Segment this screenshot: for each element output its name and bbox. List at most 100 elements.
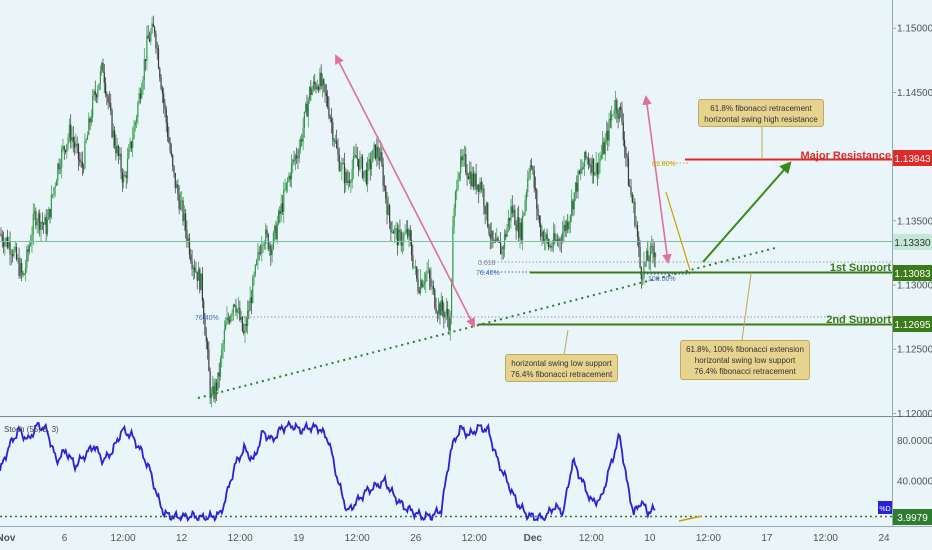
candle-body bbox=[591, 158, 593, 173]
candle-body bbox=[5, 237, 7, 242]
candle-body bbox=[496, 237, 498, 242]
candle-body bbox=[115, 145, 117, 154]
candle-body bbox=[435, 307, 437, 313]
candle-body bbox=[298, 148, 300, 159]
candle-body bbox=[152, 23, 154, 27]
candle-body bbox=[348, 180, 351, 183]
candle-body bbox=[389, 205, 391, 223]
candle-body bbox=[308, 87, 311, 101]
candle-body bbox=[30, 242, 32, 246]
candle-body bbox=[432, 286, 435, 290]
candle-body bbox=[635, 225, 637, 226]
candle-body bbox=[527, 178, 529, 193]
candle-body bbox=[259, 252, 262, 254]
stoch-axis: 80.0000 40.0000 bbox=[897, 436, 932, 488]
candle-body bbox=[627, 158, 630, 187]
candle-body bbox=[616, 100, 618, 114]
candle-body bbox=[301, 139, 303, 142]
time-axis-label: 6 bbox=[62, 533, 68, 544]
candle-body bbox=[355, 155, 357, 158]
price-axis-label: 1.14500 bbox=[897, 88, 932, 99]
candle-body bbox=[63, 146, 65, 150]
candle-body bbox=[234, 304, 236, 306]
candle-body bbox=[239, 307, 241, 320]
candle-body bbox=[177, 184, 179, 195]
candle-body bbox=[263, 243, 265, 245]
candle-body bbox=[502, 247, 504, 249]
candle-body bbox=[236, 309, 238, 313]
candle-body bbox=[141, 89, 143, 99]
candle-body bbox=[475, 173, 477, 190]
candle-body bbox=[382, 164, 384, 186]
candle-body bbox=[2, 241, 5, 247]
candle-body bbox=[188, 238, 191, 255]
candle-body bbox=[159, 68, 161, 78]
candle-body bbox=[103, 72, 105, 84]
candle-body bbox=[107, 96, 109, 103]
candle-body bbox=[95, 94, 98, 98]
candle-body bbox=[146, 35, 148, 62]
candle-body bbox=[191, 261, 193, 269]
second-support-label: 2nd Support bbox=[826, 314, 891, 326]
candle-body bbox=[284, 189, 286, 191]
candle-body bbox=[135, 117, 138, 123]
candle-body bbox=[268, 245, 271, 250]
candle-body bbox=[629, 186, 631, 187]
candle-body bbox=[374, 144, 377, 159]
candle-body bbox=[531, 165, 533, 168]
candle-body bbox=[168, 136, 170, 143]
time-axis: Nov 6 12:00 12 12:00 19 12:00 26 12:00 Dec 12:00 10… bbox=[0, 533, 890, 544]
candle-body bbox=[543, 238, 546, 243]
candle-body bbox=[599, 158, 601, 163]
candle-body bbox=[545, 234, 547, 239]
candle-body bbox=[338, 154, 340, 171]
candle-body bbox=[608, 119, 610, 141]
fib-label-618-right: 61.80% bbox=[652, 161, 676, 168]
candle-body bbox=[232, 304, 234, 313]
candle-body bbox=[618, 106, 621, 119]
candle-body bbox=[550, 245, 552, 248]
candle-body bbox=[235, 305, 237, 313]
candle-body bbox=[598, 162, 600, 175]
callout-left-connector bbox=[563, 329, 569, 356]
candle-body bbox=[256, 260, 258, 265]
callout-top: 61.8% fibonacci retracement horizontal s… bbox=[698, 99, 824, 127]
stoch-series-badge-label: %D bbox=[879, 506, 890, 513]
candle-body bbox=[280, 203, 282, 215]
candle-body bbox=[253, 274, 255, 278]
candle-body bbox=[39, 213, 41, 230]
candle-body bbox=[647, 251, 649, 261]
candle-body bbox=[542, 231, 544, 243]
candle-body bbox=[552, 233, 555, 247]
candle-body bbox=[114, 130, 116, 146]
candle-body bbox=[206, 341, 209, 350]
candle-body bbox=[22, 272, 24, 275]
candle-body bbox=[533, 170, 535, 188]
candle-body bbox=[9, 242, 11, 255]
candle-body bbox=[46, 219, 49, 234]
candle-body bbox=[221, 349, 223, 359]
candle-body bbox=[196, 271, 198, 281]
candle-body bbox=[243, 330, 245, 334]
candle-body bbox=[617, 113, 619, 119]
candle-body bbox=[197, 269, 200, 281]
candle-body bbox=[471, 173, 473, 187]
candle-body bbox=[55, 180, 58, 186]
candle-body bbox=[536, 189, 538, 209]
candle-body bbox=[631, 194, 633, 203]
candle-body bbox=[392, 231, 395, 234]
candle-body bbox=[457, 178, 459, 190]
candle-body bbox=[559, 238, 561, 242]
stoch-last-value: 3.9979 bbox=[897, 513, 928, 524]
candle-body bbox=[70, 124, 72, 141]
candle-body bbox=[491, 230, 493, 239]
time-axis-label: 12:00 bbox=[345, 533, 370, 544]
candle-body bbox=[169, 142, 171, 152]
candle-body bbox=[35, 211, 37, 226]
candle-body bbox=[112, 130, 114, 138]
candle-body bbox=[241, 316, 244, 331]
candle-body bbox=[497, 237, 499, 242]
candle-body bbox=[8, 242, 10, 248]
candle-body bbox=[500, 242, 502, 255]
candle-body bbox=[654, 253, 657, 258]
